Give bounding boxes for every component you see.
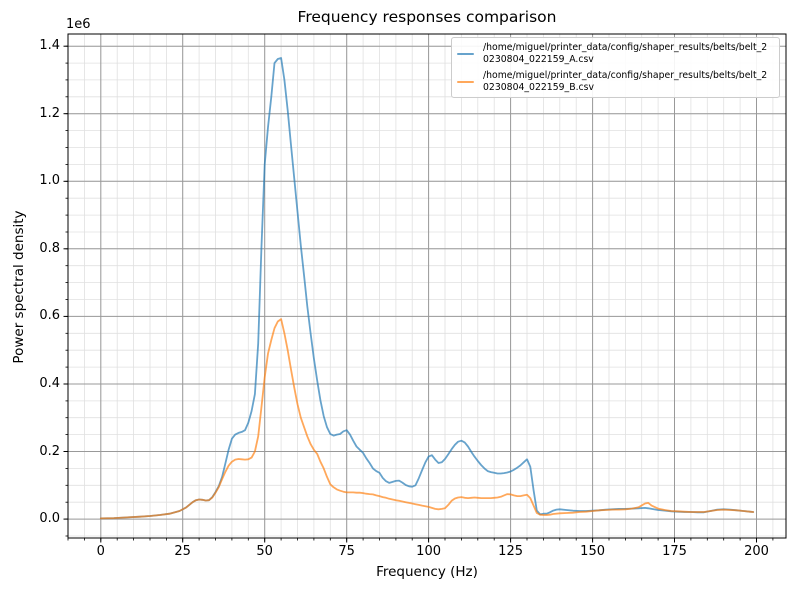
x-tick-label: 200 [744, 544, 769, 559]
legend-swatch [457, 80, 474, 83]
y-tick-label: 1.0 [39, 173, 60, 189]
legend-label: /home/miguel/printer_data/config/shaper_… [483, 42, 767, 65]
y-tick-label: 0.4 [39, 376, 60, 391]
y-tick-label: 0.0 [39, 511, 60, 527]
x-tick-label: 175 [662, 544, 687, 559]
x-tick-label: 150 [580, 544, 605, 559]
line-series-1 [99, 318, 755, 520]
line-series-0 [99, 57, 755, 520]
legend-label-line: /home/miguel/printer_data/config/shaper_… [483, 70, 768, 81]
plot-area-frame [67, 33, 787, 539]
chart-title: Frequency responses comparison [297, 8, 557, 26]
y-tick-label: 0.8 [39, 240, 60, 256]
legend-entry: /home/miguel/printer_data/config/shaper_… [457, 70, 773, 93]
y-tick-label: 1.2 [39, 105, 60, 121]
x-tick-label: 125 [498, 544, 523, 559]
x-tick-label: 100 [416, 544, 441, 559]
x-tick-label: 75 [338, 544, 355, 559]
x-tick-label: 0 [96, 544, 105, 559]
x-axis-label: Frequency (Hz) [376, 564, 478, 580]
x-tick-label: 50 [256, 544, 273, 559]
legend-label-line: /home/miguel/printer_data/config/shaper_… [483, 42, 768, 53]
legend-entry: /home/miguel/printer_data/config/shaper_… [457, 42, 773, 65]
y-tick-label: 0.6 [39, 308, 60, 324]
y-tick-label: 1.4 [39, 38, 60, 54]
legend-label-line: 0230804_022159_B.csv [483, 81, 594, 93]
legend-swatch [457, 52, 474, 55]
y-axis-offset-text: 1e6 [66, 17, 91, 32]
legend-label-line: 0230804_022159_A.csv [483, 53, 594, 65]
legend-label: /home/miguel/printer_data/config/shaper_… [483, 70, 767, 93]
y-tick-label: 0.2 [39, 443, 60, 459]
x-tick-label: 25 [174, 544, 191, 559]
legend: /home/miguel/printer_data/config/shaper_… [451, 37, 780, 98]
